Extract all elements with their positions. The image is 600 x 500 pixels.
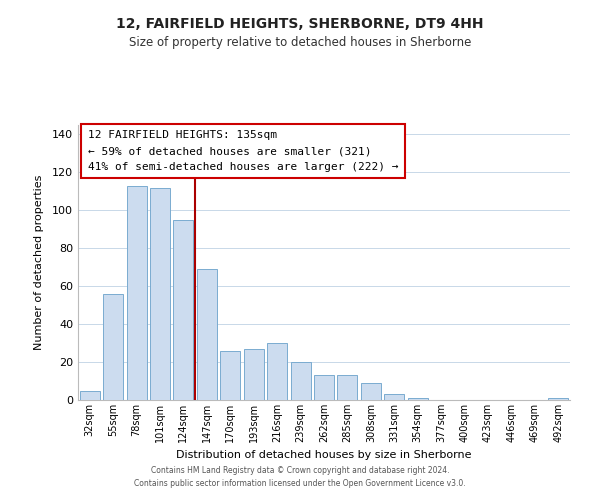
Text: 12 FAIRFIELD HEIGHTS: 135sqm
← 59% of detached houses are smaller (321)
41% of s: 12 FAIRFIELD HEIGHTS: 135sqm ← 59% of de…: [88, 130, 398, 172]
Bar: [173, 220, 193, 400]
Bar: [244, 349, 263, 400]
Bar: [267, 343, 287, 400]
Bar: [385, 394, 404, 400]
Bar: [150, 188, 170, 400]
Bar: [290, 362, 311, 400]
Bar: [548, 398, 568, 400]
Bar: [127, 186, 146, 400]
Bar: [103, 294, 123, 400]
Bar: [337, 376, 358, 400]
Bar: [408, 398, 428, 400]
Text: Size of property relative to detached houses in Sherborne: Size of property relative to detached ho…: [129, 36, 471, 49]
Y-axis label: Number of detached properties: Number of detached properties: [34, 175, 44, 350]
X-axis label: Distribution of detached houses by size in Sherborne: Distribution of detached houses by size …: [176, 450, 472, 460]
Text: Contains HM Land Registry data © Crown copyright and database right 2024.
Contai: Contains HM Land Registry data © Crown c…: [134, 466, 466, 487]
Bar: [197, 269, 217, 400]
Text: 12, FAIRFIELD HEIGHTS, SHERBORNE, DT9 4HH: 12, FAIRFIELD HEIGHTS, SHERBORNE, DT9 4H…: [116, 18, 484, 32]
Bar: [314, 376, 334, 400]
Bar: [361, 383, 381, 400]
Bar: [220, 350, 240, 400]
Bar: [80, 390, 100, 400]
